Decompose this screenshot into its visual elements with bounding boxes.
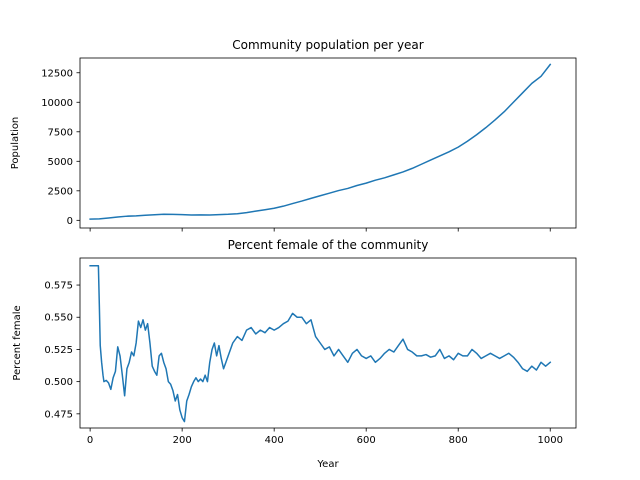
population-plot: Community population per year Population… — [10, 38, 577, 232]
population-y-tick-label: 12500 — [41, 68, 73, 79]
population-y-tick-label: 5000 — [48, 157, 73, 168]
percent-female-y-tick-label: 0.525 — [44, 345, 73, 356]
population-axes: 0 2500 5000 7500 10000 12500 — [41, 68, 551, 232]
percent-female-x-tick-label: 800 — [449, 435, 468, 446]
percent-female-x-tick-label: 0 — [87, 435, 93, 446]
percent-female-series-line — [89, 264, 552, 423]
percent-female-x-tick-label: 1000 — [538, 435, 563, 446]
percent-female-y-tick-label: 0.475 — [44, 409, 73, 420]
population-y-tick-label: 0 — [67, 216, 73, 227]
percent-female-x-axis-label: Year — [316, 459, 339, 470]
percent-female-y-tick-label: 0.550 — [44, 313, 73, 324]
percent-female-y-axis-label: Percent female — [12, 305, 23, 380]
percent-female-plot-title: Percent female of the community — [228, 238, 429, 252]
percent-female-y-tick-label: 0.500 — [44, 377, 73, 388]
population-y-axis-label: Population — [10, 117, 21, 170]
population-series-line — [89, 63, 552, 220]
population-y-tick-label: 2500 — [48, 186, 73, 197]
percent-female-plot: Percent female of the community Percent … — [12, 238, 577, 470]
population-series — [89, 63, 552, 220]
population-y-tick-label: 7500 — [48, 127, 73, 138]
percent-female-x-tick-label: 600 — [357, 435, 376, 446]
percent-female-x-tick-label: 200 — [173, 435, 192, 446]
percent-female-series — [89, 264, 552, 423]
percent-female-y-tick-label: 0.575 — [44, 281, 73, 292]
percent-female-x-tick-label: 400 — [265, 435, 284, 446]
population-y-tick-label: 10000 — [41, 98, 73, 109]
population-plot-frame — [79, 57, 577, 229]
percent-female-axes: 0 200 400 600 800 1000 0.475 0.500 0.525 0.550 0.5… — [44, 281, 563, 446]
population-plot-title: Community population per year — [232, 38, 424, 52]
percent-female-plot-frame — [79, 257, 577, 429]
